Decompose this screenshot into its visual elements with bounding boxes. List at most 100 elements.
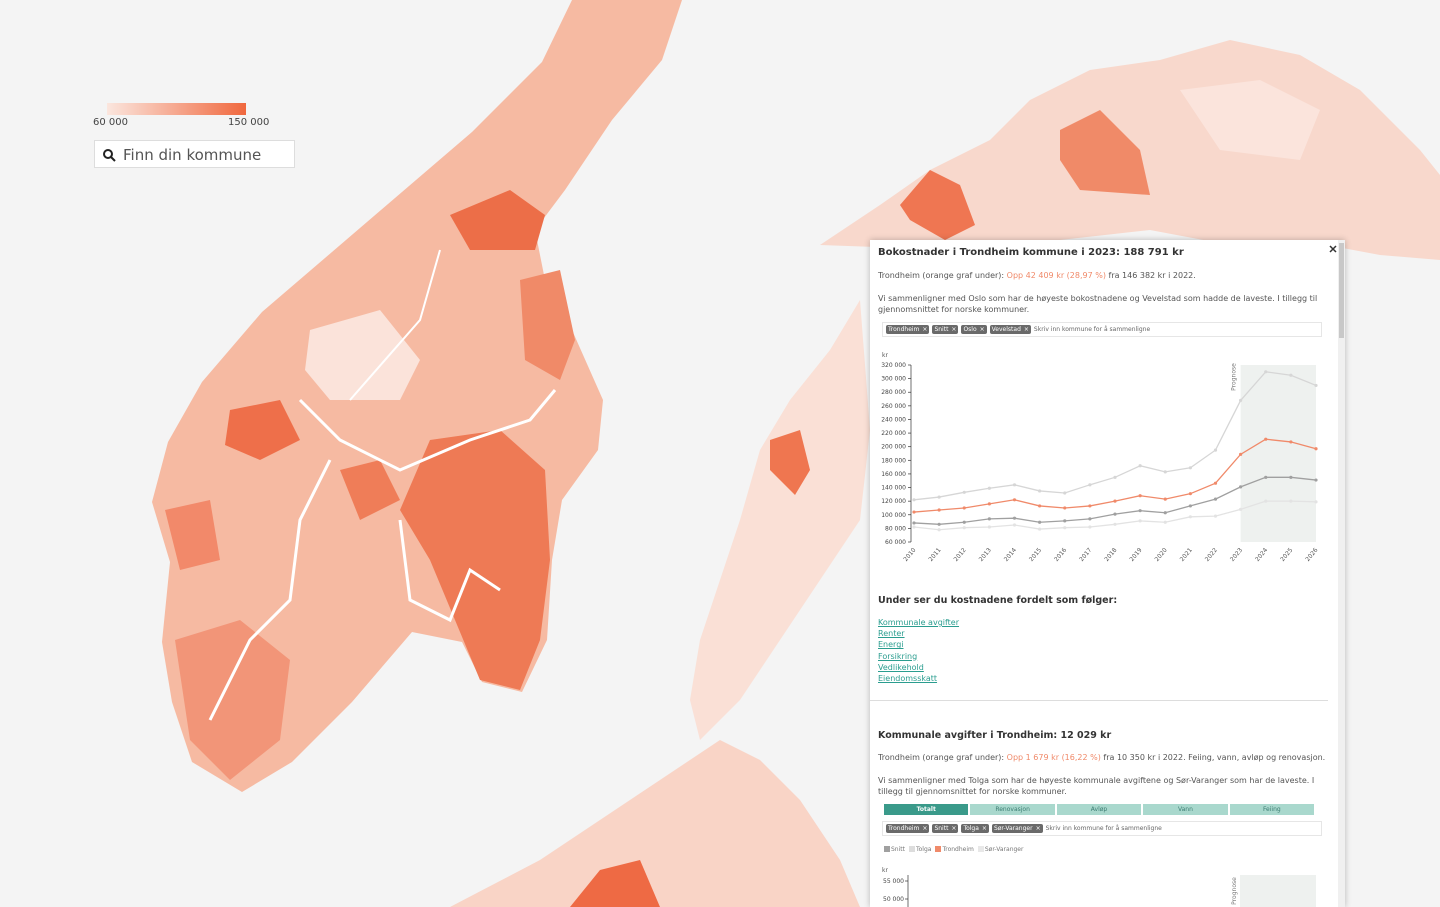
y-tick-label: 180 000 [881, 457, 906, 464]
compare-input[interactable]: TrondheimSnittOsloVevelstadSkriv inn kom… [882, 322, 1322, 337]
intro-change: Opp 42 409 kr (28,97 %) [1006, 271, 1106, 280]
y-tick-label: 60 000 [885, 539, 906, 546]
x-tick-label: 2023 [1229, 547, 1244, 563]
x-tick-label: 2026 [1304, 547, 1319, 563]
compare-text: Vi sammenligner med Tolga som har de høy… [878, 776, 1315, 796]
tag[interactable]: Tolga [961, 824, 989, 833]
forecast-label: Prognose [1231, 363, 1238, 391]
point [1012, 483, 1017, 487]
color-scale [107, 103, 246, 115]
tag[interactable]: Snitt [932, 325, 959, 334]
compare-input[interactable]: TrondheimSnittTolgaSør-VarangerSkriv inn… [882, 821, 1322, 836]
x-tick-label: 2025 [1279, 547, 1294, 563]
x-tick-label: 2011 [927, 547, 942, 563]
point [1239, 485, 1243, 489]
scrollbar[interactable] [1338, 240, 1345, 907]
x-tick-label: 2014 [1003, 547, 1018, 563]
legend-label: Trondheim [942, 846, 974, 853]
point [1138, 509, 1142, 513]
x-tick-label: 2016 [1053, 547, 1068, 563]
legend-item: Snitt [884, 846, 905, 853]
tag[interactable]: Sør-Varanger [991, 824, 1043, 833]
point [1239, 452, 1243, 456]
point [1239, 398, 1243, 402]
tab[interactable]: Renovasjon [970, 804, 1055, 815]
point [1264, 437, 1268, 441]
search-placeholder: Finn din kommune [123, 146, 262, 164]
tag[interactable]: Trondheim [886, 325, 930, 334]
link[interactable]: Renter [878, 629, 905, 639]
x-tick-label: 2019 [1128, 547, 1143, 563]
x-tick-label: 2021 [1179, 547, 1194, 563]
point [987, 486, 991, 490]
point [1113, 522, 1117, 526]
link[interactable]: Forsikring [878, 651, 918, 661]
x-tick-label: 2017 [1078, 547, 1093, 563]
tab[interactable]: Totalt [884, 804, 969, 815]
legend-max: 150 000 [228, 117, 270, 128]
point [1264, 499, 1268, 503]
line-chart: Prognose kr 60 000 80 000 100 000 120 000 140 … [881, 352, 1319, 563]
point [987, 517, 991, 521]
link[interactable]: Eiendomsskatt [878, 674, 938, 684]
y-tick-label: 300 000 [881, 376, 906, 383]
legend-label: Tolga [915, 846, 932, 853]
legend-item: Trondheim [935, 846, 974, 853]
close-button[interactable] [1329, 245, 1337, 253]
search-box[interactable]: Finn din kommune [94, 140, 295, 168]
scroll-thumb[interactable] [1339, 243, 1344, 338]
point [987, 525, 991, 529]
tab[interactable]: Avløp [1056, 804, 1142, 815]
point [1138, 464, 1142, 468]
y-tick-label: 220 000 [881, 430, 906, 437]
tag[interactable]: Snitt [932, 824, 959, 833]
y-tick-label: 160 000 [881, 471, 906, 478]
tab[interactable]: Feiing [1229, 804, 1315, 815]
map-middle [690, 300, 870, 740]
panel-title: Bokostnader i Trondheim kommune i 2023: … [878, 247, 1184, 258]
y-unit: kr [882, 352, 888, 359]
link[interactable]: Kommunale avgifter [878, 618, 960, 627]
link[interactable]: Vedlikehold [878, 662, 924, 672]
intro-text: fra 146 382 kr i 2022. [1105, 271, 1196, 280]
y-tick-label: 260 000 [881, 403, 906, 410]
y-unit: kr [882, 867, 888, 874]
legend-label: Sør-Varanger [984, 846, 1024, 853]
y-tick-label: 140 000 [881, 485, 906, 492]
point [1138, 494, 1142, 498]
point [1289, 475, 1293, 479]
forecast-band [1240, 365, 1316, 542]
x-tick-label: 2015 [1028, 547, 1043, 563]
info-panel: Bokostnader i Trondheim kommune i 2023: … [870, 240, 1345, 907]
y-tick-label: 200 000 [881, 444, 906, 451]
y-tick-label: 240 000 [881, 416, 906, 423]
x-tick-label: 2020 [1154, 547, 1169, 563]
point [1213, 514, 1218, 518]
point [1038, 489, 1042, 493]
tag[interactable]: Oslo [961, 325, 987, 334]
forecast-label: Prognose [1231, 877, 1238, 905]
x-tick-label: 2012 [953, 547, 968, 563]
legend-item: Sør-Varanger [977, 846, 1024, 853]
legend-swatch [884, 846, 890, 852]
link[interactable]: Energi [878, 640, 904, 650]
map-north [820, 40, 1440, 260]
point [1188, 466, 1192, 470]
point [912, 525, 916, 529]
point [1289, 440, 1293, 444]
intro: Trondheim (orange graf under): Opp 42 40… [878, 271, 1196, 280]
point [1063, 526, 1067, 530]
legend-swatch [935, 846, 942, 852]
y-tick-label: 80 000 [885, 525, 906, 532]
point [937, 508, 941, 512]
tag[interactable]: Trondheim [886, 824, 930, 833]
x-tick-label: 2018 [1103, 547, 1118, 563]
y-tick-label: 100 000 [881, 512, 906, 519]
tag[interactable]: Vevelstad [989, 325, 1031, 334]
tab[interactable]: Vann [1143, 804, 1228, 815]
map-norway [152, 0, 682, 792]
divider [870, 700, 1328, 701]
legend-label: Snitt [891, 846, 905, 853]
point [1264, 475, 1268, 479]
